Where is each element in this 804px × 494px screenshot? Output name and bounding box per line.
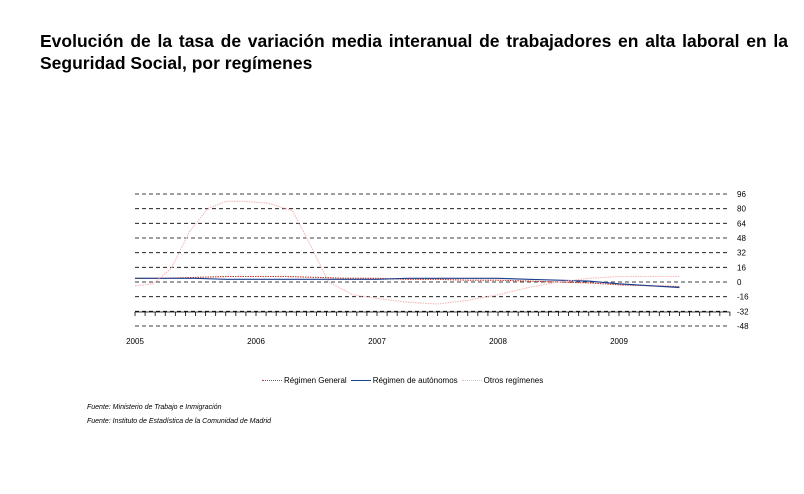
y-tick-label: -48: [737, 322, 749, 331]
chart-legend: Régimen General Régimen de autónomos Otros…: [262, 376, 547, 385]
series-line-1: [135, 275, 680, 288]
y-tick-labels: 96 80 64 48 32 16 0 -16 -32 -48: [737, 190, 749, 331]
x-tick-label: 2009: [610, 337, 628, 346]
series-lines: [134, 200, 680, 305]
series-line-2: [135, 277, 680, 289]
y-tick-label: 48: [737, 234, 746, 243]
y-tick-label: -32: [737, 307, 749, 316]
y-tick-label: 0: [737, 278, 742, 287]
x-axis: [134, 311, 731, 316]
legend-item-1: Régimen General: [262, 376, 347, 385]
page-title: Evolución de la tasa de variación media …: [40, 31, 788, 73]
y-tick-label: 64: [737, 219, 746, 228]
x-tick-label: 2008: [489, 337, 507, 346]
source-note-2: Fuente: Instituto de Estadística de la C…: [87, 418, 272, 425]
x-tick-labels: 2005 2006 2007 2008 2009: [126, 337, 628, 346]
y-tick-label: 80: [737, 205, 746, 214]
legend-label: Otros regímenes: [483, 376, 544, 385]
y-tick-label: 32: [737, 249, 746, 258]
legend-swatch: [350, 380, 371, 381]
legend-label: Régimen General: [284, 376, 347, 385]
x-tick-label: 2007: [368, 337, 386, 346]
legend-swatch: [262, 380, 282, 381]
series-line-3: [134, 200, 680, 305]
source-note-1: Fuente: Ministerio de Trabajo e Inmigrac…: [87, 404, 222, 411]
grid-lines: [135, 193, 730, 327]
legend-item-2: Régimen de autónomos: [350, 376, 458, 385]
legend-swatch: [461, 380, 482, 381]
y-tick-label: 16: [737, 263, 746, 272]
legend-label: Régimen de autónomos: [372, 376, 458, 385]
x-tick-label: 2006: [247, 337, 265, 346]
x-tick-label: 2005: [126, 337, 144, 346]
y-tick-label: -16: [737, 293, 749, 302]
y-tick-label: 96: [737, 190, 746, 199]
legend-item-3: Otros regímenes: [461, 376, 544, 385]
